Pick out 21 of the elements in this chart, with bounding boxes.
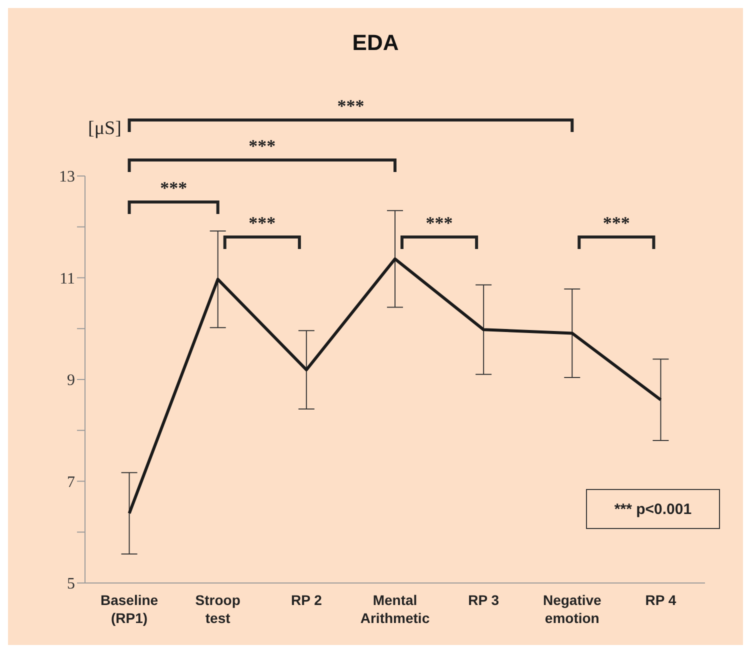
text: *** bbox=[337, 96, 364, 116]
chart-title: EDA bbox=[351, 30, 400, 56]
annotation: *** bbox=[160, 178, 188, 198]
y-tick-label: 5 bbox=[67, 576, 75, 593]
x-tick-label: Stroop test bbox=[195, 592, 240, 626]
y-axis-title: [μS] bbox=[88, 118, 122, 140]
annotation: *** bbox=[426, 213, 453, 233]
x-tick-label: Negative emotion bbox=[542, 592, 602, 626]
x-tick-label: RP 3 bbox=[468, 592, 500, 608]
annotation: *** bbox=[248, 213, 276, 233]
x-tick-label: RP 2 bbox=[290, 592, 322, 608]
annotation: *** bbox=[602, 213, 630, 233]
x-tick-label: Mental Arithmetic bbox=[360, 592, 430, 626]
y-tick-label: 13 bbox=[59, 168, 75, 186]
text: *** bbox=[248, 136, 276, 156]
y-tick-label: 11 bbox=[60, 270, 75, 288]
x-tick-label: RP 4 bbox=[645, 592, 676, 608]
annotation: *** p<0.001 bbox=[586, 489, 720, 529]
y-tick-label: 9 bbox=[67, 372, 75, 390]
y-tick-label: 7 bbox=[67, 474, 75, 491]
x-tick-label: Baseline (RP1) bbox=[100, 592, 158, 626]
